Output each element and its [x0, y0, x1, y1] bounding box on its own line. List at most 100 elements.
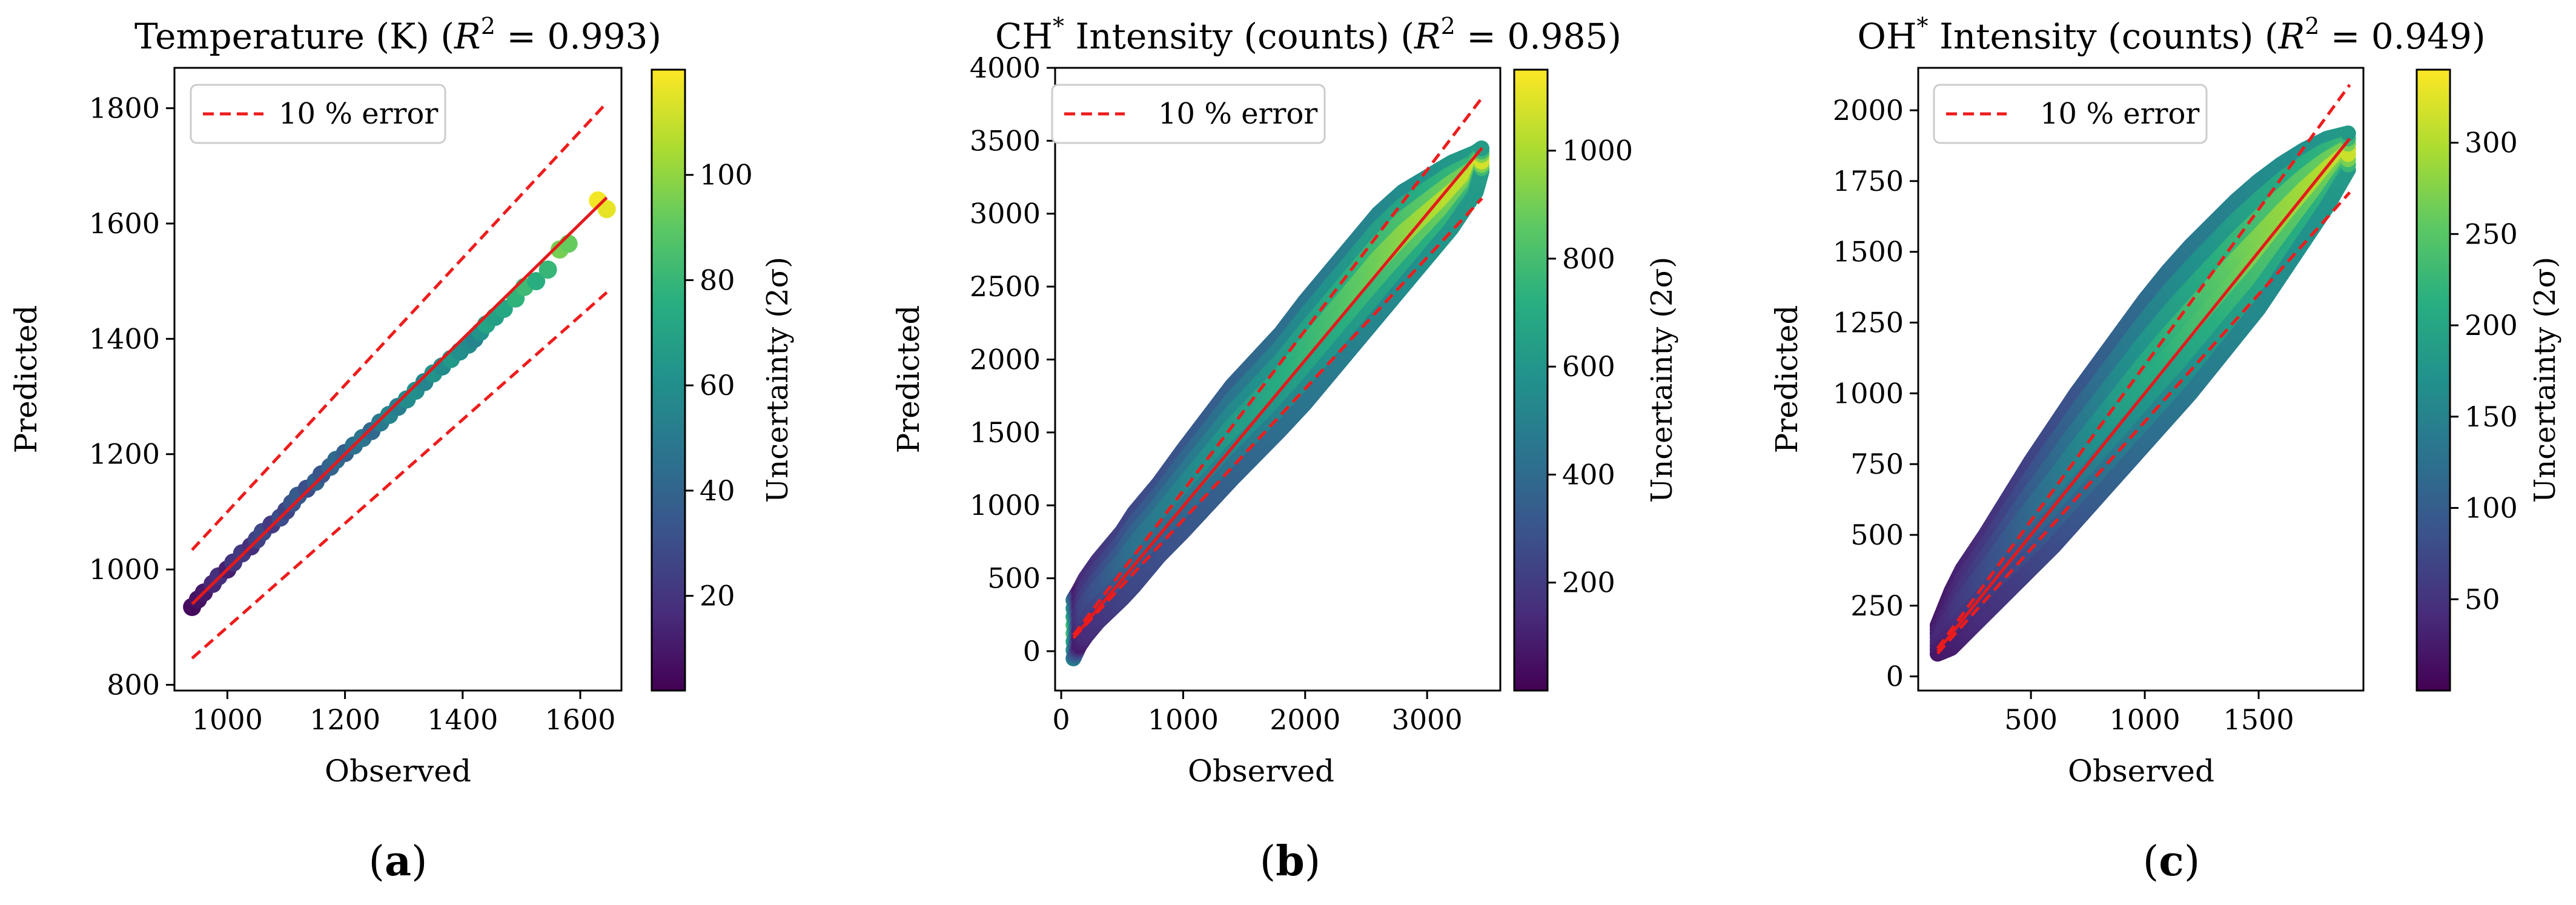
panel-c-reference-lines	[1936, 84, 2351, 655]
panel-b: CH* Intensity (counts) (R2 = 0.985) 0 100…	[891, 13, 1679, 886]
panel-c-label: (c)	[2143, 837, 2200, 886]
x-tick-label: 3000	[1392, 703, 1463, 736]
colorbar-tick-label: 20	[700, 580, 735, 612]
panel-b-reference-lines	[1072, 96, 1483, 640]
x-tick-label: 1200	[310, 703, 380, 736]
y-tick-label: 1500	[1833, 236, 1904, 268]
y-tick-label: 1250	[1833, 307, 1904, 339]
panel-b-plot-area	[1055, 68, 1500, 691]
colorbar-tick-label: 40	[700, 474, 735, 507]
y-tick-label: 1600	[89, 207, 160, 240]
colorbar-tick-label: 250	[2465, 217, 2518, 250]
colorbar-tick-label: 100	[2465, 492, 2518, 525]
panel-a-colorbar-label: Uncertainty (2σ)	[761, 257, 795, 503]
y-tick-label: 2000	[970, 343, 1041, 376]
panel-c-points	[1929, 125, 2356, 662]
y-tick-label: 1500	[970, 416, 1041, 449]
x-tick-label: 1600	[545, 703, 615, 736]
panel-b-colorbar-label: Uncertainty (2σ)	[1645, 257, 1679, 503]
y-tick-label: 1200	[89, 438, 160, 471]
data-point	[527, 272, 546, 291]
panel-b-label: (b)	[1260, 837, 1321, 886]
panel-b-y-axis-label: Predicted	[891, 305, 926, 454]
y-tick-label: 500	[1850, 519, 1904, 551]
y-tick-label: 2500	[970, 270, 1041, 303]
error-band-line	[1936, 84, 2351, 649]
colorbar-tick-label: 50	[2465, 583, 2500, 615]
panel-c-colorbar-ticks: 50 100 150 200 250 300	[2450, 127, 2518, 615]
panel-b-title: CH* Intensity (counts) (R2 = 0.985)	[995, 13, 1621, 57]
colorbar-tick-label: 60	[700, 369, 735, 402]
panel-a-x-axis-label: Observed	[325, 754, 471, 789]
y-tick-label: 800	[107, 668, 160, 701]
y-tick-label: 1750	[1833, 165, 1904, 197]
y-tick-label: 0	[1023, 635, 1041, 668]
panel-a-label: (a)	[368, 837, 427, 886]
x-tick-label: 1000	[1148, 703, 1219, 736]
panel-b-legend-label: 10 % error	[1158, 97, 1317, 131]
panel-a-plot-area	[174, 68, 621, 691]
panel-c-colorbar: 50 100 150 200 250 300 Uncertainty (2σ)	[2415, 68, 2562, 692]
fit-line	[1936, 138, 2351, 652]
panel-b-x-axis-label: Observed	[1188, 754, 1334, 789]
error-band-line	[1072, 96, 1483, 637]
panel-a-y-axis-label: Predicted	[8, 305, 44, 454]
y-tick-label: 0	[1886, 660, 1904, 693]
panel-c: OH* Intensity (counts) (R2 = 0.949) 500 1…	[1769, 13, 2562, 886]
error-band-line	[1936, 191, 2351, 655]
y-tick-label: 1400	[89, 322, 160, 355]
data-point	[559, 234, 578, 253]
panel-b-x-ticks: 0 1000 2000 3000	[1052, 691, 1463, 736]
y-tick-label: 250	[1850, 589, 1904, 622]
panel-c-x-ticks: 500 1000 1500	[2004, 691, 2294, 736]
panel-c-axes-frame	[1917, 67, 2365, 692]
panel-c-x-axis-label: Observed	[2068, 754, 2214, 789]
colorbar-tick-label: 800	[1562, 242, 1615, 275]
data-point	[538, 260, 557, 279]
data-point	[597, 200, 616, 219]
panel-b-points	[1065, 140, 1490, 667]
panel-a-legend-label: 10 % error	[279, 97, 438, 131]
panel-c-y-axis-label: Predicted	[1769, 305, 1804, 454]
y-tick-label: 3000	[970, 197, 1041, 230]
y-tick-label: 500	[987, 562, 1041, 595]
panel-a-reference-lines	[191, 101, 608, 660]
colorbar-tick-label: 600	[1562, 350, 1615, 383]
colorbar-tick-label: 300	[2465, 127, 2518, 159]
x-tick-label: 500	[2004, 703, 2058, 736]
panel-c-plot-area	[1918, 68, 2363, 691]
x-tick-label: 1000	[192, 703, 263, 736]
panel-b-legend: 10 % error	[1051, 84, 1326, 144]
colorbar-tick-label: 200	[2465, 309, 2518, 342]
panel-c-title: OH* Intensity (counts) (R2 = 0.949)	[1857, 13, 2485, 57]
fit-line	[1072, 147, 1483, 639]
y-tick-label: 2000	[1833, 94, 1904, 127]
y-tick-label: 1000	[89, 553, 160, 586]
colorbar-tick-label: 150	[2465, 400, 2518, 433]
panel-c-legend: 10 % error	[1933, 84, 2208, 144]
panel-c-legend-label: 10 % error	[2040, 97, 2199, 131]
panel-a-x-ticks: 1000 1200 1400 1600	[192, 691, 616, 736]
colorbar-tick-label: 200	[1562, 566, 1615, 599]
data-point	[2340, 125, 2356, 142]
fit-line	[191, 196, 608, 606]
y-tick-label: 4000	[970, 51, 1041, 84]
y-tick-label: 750	[1850, 448, 1904, 480]
panel-b-axes-frame	[1054, 67, 1502, 692]
x-tick-label: 0	[1052, 703, 1070, 736]
colorbar-tick-label: 400	[1562, 458, 1615, 491]
panel-c-colorbar-label: Uncertainty (2σ)	[2528, 257, 2562, 503]
x-tick-label: 1000	[2110, 703, 2180, 736]
colorbar-tick-label: 80	[700, 264, 735, 296]
panel-c-y-ticks: 0 250 500 750 1000 1250 1500 1750 2000	[1833, 94, 1918, 693]
y-tick-label: 3500	[970, 124, 1041, 157]
y-tick-label: 1000	[1833, 377, 1904, 409]
panel-a: Temperature (K) (R2 = 0.993) 1000 1200 140…	[8, 13, 795, 886]
error-band-line	[191, 291, 608, 660]
panel-a-legend: 10 % error	[190, 84, 446, 144]
